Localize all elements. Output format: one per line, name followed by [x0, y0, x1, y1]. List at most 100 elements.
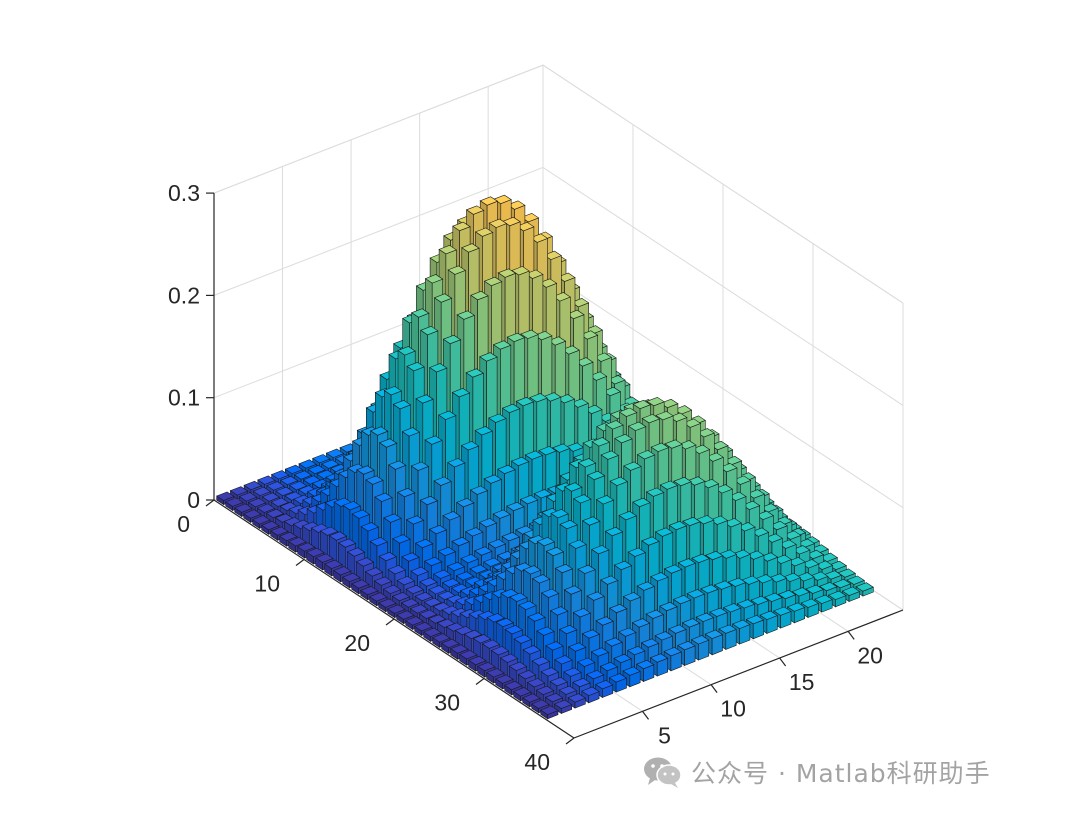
bar-top [709, 515, 729, 525]
bar-top [645, 487, 665, 497]
bar-top [517, 669, 537, 680]
bar-top [579, 330, 599, 340]
bar-top [433, 293, 453, 303]
y-tick-label: 0 [177, 511, 190, 537]
bar-top [668, 624, 687, 634]
bar-top [261, 520, 280, 531]
bar-top [782, 530, 802, 540]
z-tick-label: 0 [187, 487, 200, 513]
bar-top [677, 440, 697, 450]
bar-top [745, 615, 765, 625]
bar-top [584, 404, 603, 415]
x-tick-label: 5 [658, 722, 671, 748]
bar-top [351, 579, 370, 589]
bar-top [265, 508, 285, 519]
bar-top [519, 494, 539, 505]
bar-top [755, 510, 775, 520]
bar-top [746, 489, 766, 499]
bar-top [540, 705, 559, 715]
bar-top [618, 510, 638, 521]
bar-top [636, 659, 655, 670]
bar-top [312, 454, 331, 464]
bar-top [360, 522, 380, 532]
bar-top [551, 443, 571, 453]
bar-top [741, 500, 761, 510]
bar-top [732, 475, 752, 485]
bar-top [759, 610, 778, 620]
bar-top [270, 470, 290, 480]
bar-top [418, 609, 438, 619]
bar-top [474, 546, 493, 556]
bar-top [809, 571, 829, 581]
bar [553, 699, 573, 715]
bar-top [581, 629, 601, 639]
bar-top [595, 495, 615, 505]
bar-top [506, 200, 526, 210]
bar-top [673, 405, 693, 415]
bar-top [441, 578, 461, 588]
tick-x [642, 710, 650, 720]
bar-top [561, 345, 580, 355]
bar-top [727, 577, 747, 587]
bar-top [419, 495, 439, 506]
bar-top [513, 634, 533, 644]
bar-top [279, 475, 299, 486]
bar-top [234, 503, 253, 513]
bar-top [846, 575, 865, 585]
tick-y [565, 737, 575, 745]
bar-top [441, 638, 460, 649]
bar-top [663, 647, 683, 657]
bar-top [405, 616, 424, 626]
bar-top [456, 497, 475, 508]
bar-top [732, 549, 751, 559]
bar-top [672, 594, 692, 605]
bar-top [627, 547, 647, 557]
bar-top [641, 414, 661, 424]
bar-top [423, 556, 443, 567]
bar-top [351, 509, 371, 519]
bar-top [550, 508, 569, 519]
bar-top [522, 645, 542, 655]
bar-top [553, 699, 573, 709]
bar-top [713, 580, 733, 590]
bar-top [650, 572, 669, 582]
bar-top [321, 459, 340, 469]
bar-top [677, 640, 696, 651]
bar-top [387, 460, 407, 470]
bar-top [437, 546, 457, 557]
bar-top [382, 584, 402, 594]
bar-top [572, 608, 592, 618]
bar-top [469, 564, 488, 574]
bar-top [307, 464, 326, 475]
bar-top [392, 399, 412, 410]
bar-top [257, 475, 276, 485]
bar-top [723, 455, 743, 466]
bar-top [818, 581, 838, 592]
y-tick-label: 20 [344, 630, 370, 656]
bar-top [487, 539, 507, 549]
bar-top [613, 653, 632, 664]
bar [855, 582, 874, 597]
bar-top [433, 476, 452, 486]
bar-top [479, 196, 499, 206]
bar-top [819, 552, 838, 562]
bar-top [700, 478, 720, 489]
bar-top [755, 574, 774, 584]
bar-top [356, 465, 375, 475]
bar-top [298, 459, 317, 469]
bar-top [229, 486, 249, 496]
bar-top [424, 435, 443, 445]
z-tick-label: 0.1 [168, 385, 200, 411]
bar-top [750, 595, 769, 606]
bars-group [216, 194, 874, 720]
bar-top [604, 526, 624, 537]
bar-top [646, 396, 665, 407]
bar-top [438, 410, 457, 420]
bar-top [397, 346, 416, 356]
bar-top [373, 576, 393, 586]
bar-top [773, 606, 792, 616]
bar-top [543, 250, 562, 260]
bar-top [718, 624, 737, 634]
tick-y [385, 618, 395, 626]
bar-top [572, 677, 591, 688]
